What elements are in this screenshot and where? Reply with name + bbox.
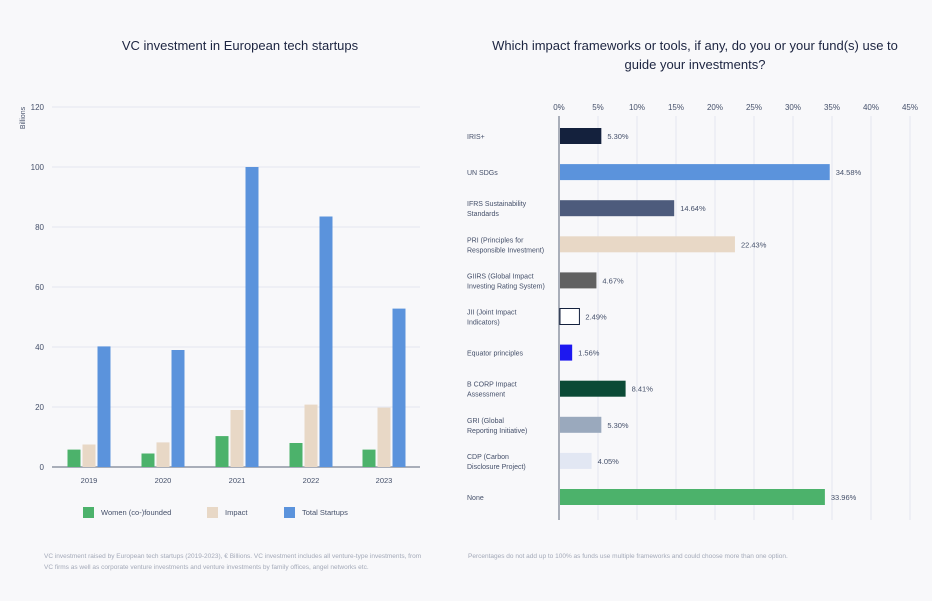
x-tick-label: 5% <box>592 103 604 112</box>
bar-value-label: 14.64% <box>680 204 706 213</box>
bar-value-label: 8.41% <box>632 385 654 394</box>
bar-total-2020 <box>171 350 185 467</box>
y-category-label: None <box>467 495 484 502</box>
x-tick-label: 2022 <box>303 476 320 485</box>
bar-un <box>560 164 830 181</box>
y-tick-label: 100 <box>31 163 45 172</box>
x-tick-label: 45% <box>902 103 918 112</box>
bar-cdp <box>560 452 592 469</box>
bar-impact-2022 <box>304 404 318 467</box>
y-axis-label: Billions <box>20 106 27 129</box>
y-category-label: IRIS+ <box>467 134 485 141</box>
bar-ifrs <box>560 200 675 217</box>
legend-label: Impact <box>225 508 248 517</box>
bar-total-2019 <box>97 346 111 467</box>
bar-gri <box>560 416 602 433</box>
y-tick-label: 40 <box>35 343 44 352</box>
x-tick-label: 20% <box>707 103 723 112</box>
bar-pri <box>560 236 735 253</box>
bar-women-2021 <box>215 436 229 467</box>
y-category-label: UN SDGs <box>467 170 498 177</box>
bar-equator <box>560 344 573 361</box>
y-category-label: GIIRS (Global Impact <box>467 273 534 280</box>
bar-value-label: 22.43% <box>741 240 767 249</box>
x-tick-label: 40% <box>863 103 879 112</box>
x-tick-label: 2021 <box>229 476 246 485</box>
x-tick-label: 0% <box>553 103 565 112</box>
y-tick-label: 80 <box>35 223 44 232</box>
x-tick-label: 35% <box>824 103 840 112</box>
bar-impact-2021 <box>230 410 244 467</box>
bar-women-2023 <box>362 449 376 467</box>
bar-women-2020 <box>141 453 155 467</box>
bar-value-label: 4.05% <box>598 457 620 466</box>
bar-total-2023 <box>392 308 406 467</box>
y-category-label: IFRS Sustainability <box>467 201 527 208</box>
y-category-label: PRI (Principles for <box>467 237 524 244</box>
bar-total-2021 <box>245 167 259 467</box>
y-category-label: Disclosure Project) <box>467 464 526 471</box>
bar-value-label: 5.30% <box>607 132 629 141</box>
legend-swatch <box>284 507 295 518</box>
bar-value-label: 34.58% <box>836 168 862 177</box>
y-category-label: Responsible Investment) <box>467 247 544 254</box>
bar-value-label: 5.30% <box>607 421 629 430</box>
legend-swatch <box>207 507 218 518</box>
right-chart-footnote: Percentages do not add up to 100% as fun… <box>468 553 788 560</box>
bar-women-2019 <box>67 449 81 467</box>
bar-jii <box>559 308 580 325</box>
bar-total-2022 <box>319 216 333 467</box>
y-tick-label: 0 <box>40 463 45 472</box>
bar-value-label: 1.56% <box>578 349 600 358</box>
legend-label: Total Startups <box>302 508 348 517</box>
x-tick-label: 2019 <box>81 476 98 485</box>
bar-impact-2020 <box>156 442 170 467</box>
y-category-label: Indicators) <box>467 320 500 327</box>
bar-b <box>560 380 626 397</box>
y-category-label: Standards <box>467 211 499 218</box>
y-category-label: B CORP Impact <box>467 382 517 389</box>
x-tick-label: 2023 <box>376 476 393 485</box>
x-tick-label: 30% <box>785 103 801 112</box>
legend-swatch <box>83 507 94 518</box>
y-category-label: Equator principles <box>467 351 524 358</box>
bar-value-label: 4.67% <box>602 276 624 285</box>
bar-women-2022 <box>289 443 303 467</box>
right-chart-title: Which impact frameworks or tools, if any… <box>492 38 898 72</box>
y-category-label: Reporting Initiative) <box>467 428 527 435</box>
x-tick-label: 15% <box>668 103 684 112</box>
left-chart-footnote: VC investment raised by European tech st… <box>44 553 422 571</box>
x-tick-label: 10% <box>629 103 645 112</box>
bar-value-label: 2.49% <box>585 313 607 322</box>
y-category-label: Investing Rating System) <box>467 283 545 290</box>
y-category-label: JII (Joint Impact <box>467 310 516 317</box>
bar-none <box>560 489 825 505</box>
y-tick-label: 60 <box>35 283 44 292</box>
y-tick-label: 120 <box>31 103 45 112</box>
y-category-label: CDP (Carbon <box>467 454 509 461</box>
bar-giirs <box>560 272 597 289</box>
bar-impact-2019 <box>82 444 96 467</box>
y-category-label: Assessment <box>467 392 505 399</box>
bar-impact-2023 <box>377 407 391 467</box>
y-category-label: GRI (Global <box>467 418 504 425</box>
x-tick-label: 2020 <box>155 476 172 485</box>
bar-value-label: 33.96% <box>831 493 857 502</box>
legend-label: Women (co-)founded <box>101 508 171 517</box>
left-chart-title: VC investment in European tech startups <box>121 38 359 53</box>
bar-iris+ <box>560 128 602 144</box>
x-tick-label: 25% <box>746 103 762 112</box>
y-tick-label: 20 <box>35 403 44 412</box>
